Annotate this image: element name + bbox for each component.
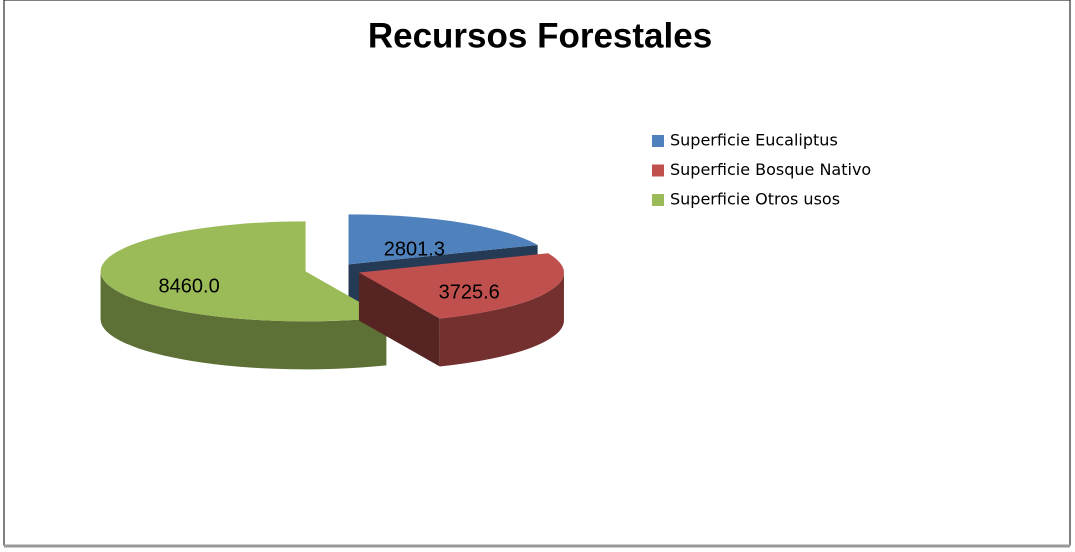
data-label: 2801.3 — [384, 238, 445, 260]
pie-slice — [100, 221, 387, 322]
pie-slice — [358, 253, 564, 319]
legend-swatch — [652, 135, 664, 147]
legend-label: Superficie Otros usos — [670, 190, 840, 209]
slice-side — [358, 272, 440, 367]
legend-label: Superficie Eucaliptus — [670, 131, 838, 150]
chart-title: Recursos Forestales — [368, 16, 712, 55]
data-label: 3725.6 — [439, 282, 500, 304]
legend-swatch — [652, 164, 664, 177]
slice-side — [100, 271, 387, 370]
data-label: 8460.0 — [159, 275, 220, 297]
legend-label: Superficie Bosque Nativo — [670, 160, 871, 179]
slice-side — [439, 272, 564, 367]
legend-swatch — [652, 194, 664, 206]
pie-slice — [348, 214, 538, 265]
